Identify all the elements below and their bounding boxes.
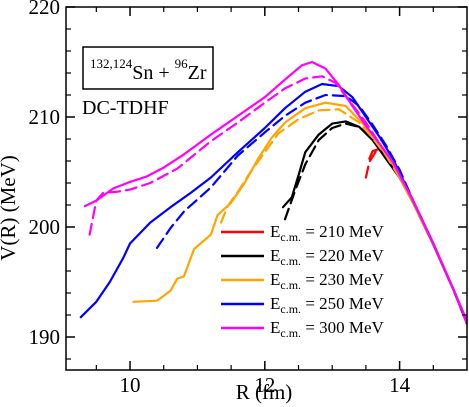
reaction-box-border bbox=[82, 46, 214, 90]
legend-entry-3: Ec.m. = 250 MeV bbox=[270, 294, 385, 316]
legend-entry-1: Ec.m. = 220 MeV bbox=[270, 246, 385, 268]
ticks-layer: 10 12 14 190 200 210 220 bbox=[29, 0, 467, 397]
x-tick-label: 12 bbox=[254, 373, 275, 397]
reaction-label: 132,124Sn + 96Zr bbox=[90, 56, 207, 84]
y-axis-label: V(R) (MeV) bbox=[0, 155, 20, 261]
legend-entry-4: Ec.m. = 300 MeV bbox=[270, 318, 385, 340]
method-label: DC-TDHF bbox=[82, 97, 169, 119]
series-0-solid-line bbox=[368, 147, 467, 323]
legend-entry-2: Ec.m. = 230 MeV bbox=[270, 270, 385, 292]
reaction-sup-2: 96 bbox=[175, 56, 189, 71]
y-tick-label: 190 bbox=[29, 325, 61, 349]
reaction-base-1: Sn + bbox=[132, 62, 174, 84]
x-tick-label: 10 bbox=[120, 373, 141, 397]
reaction-box: 132,124Sn + 96Zr bbox=[82, 46, 214, 90]
x-axis-label: R (fm) bbox=[236, 380, 293, 404]
plot-frame bbox=[65, 6, 468, 371]
reaction-sup-1: 132,124 bbox=[90, 56, 133, 71]
series-2-dashed-line bbox=[219, 108, 467, 325]
y-tick-label: 200 bbox=[29, 215, 61, 239]
reaction-base-2: Zr bbox=[188, 62, 207, 84]
series-3-dashed-line bbox=[155, 93, 467, 325]
x-tick-label: 14 bbox=[389, 373, 411, 397]
series-4-solid-line bbox=[83, 60, 467, 323]
curves-layer bbox=[79, 60, 467, 325]
legend-entry-0: Ec.m. = 210 MeV bbox=[270, 222, 385, 244]
y-tick-label: 220 bbox=[29, 0, 61, 19]
y-tick-label: 210 bbox=[29, 105, 61, 129]
